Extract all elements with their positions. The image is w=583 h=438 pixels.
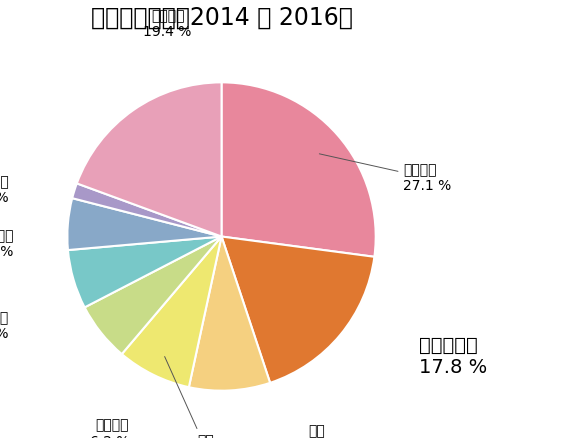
- Wedge shape: [68, 198, 222, 250]
- Text: マスコミ
5.4 %: マスコミ 5.4 %: [0, 229, 13, 259]
- Text: 他の業種
19.4 %: 他の業種 19.4 %: [143, 9, 192, 39]
- Text: 卸・小売
27.1 %: 卸・小売 27.1 %: [319, 154, 452, 193]
- Wedge shape: [222, 82, 375, 257]
- Text: 教育・公務
17.8 %: 教育・公務 17.8 %: [419, 336, 487, 377]
- Wedge shape: [77, 82, 222, 237]
- Text: 製造
7.8 %: 製造 7.8 %: [164, 357, 226, 438]
- Text: 金融
8.5 %: 金融 8.5 %: [297, 424, 337, 438]
- Wedge shape: [85, 237, 222, 354]
- Text: 農・林・漁・鉱・建設
1.6 %: 農・林・漁・鉱・建設 1.6 %: [0, 175, 9, 205]
- Text: 情報通信
6.2 %: 情報通信 6.2 %: [90, 418, 129, 438]
- Text: 運輸・不動産
6.2 %: 運輸・不動産 6.2 %: [0, 311, 9, 341]
- Wedge shape: [189, 237, 270, 391]
- Wedge shape: [68, 237, 222, 307]
- Title: 職種別就職先（2014 〜 2016）: 職種別就職先（2014 〜 2016）: [90, 5, 353, 29]
- Wedge shape: [222, 237, 374, 383]
- Wedge shape: [122, 237, 222, 387]
- Wedge shape: [72, 184, 222, 237]
